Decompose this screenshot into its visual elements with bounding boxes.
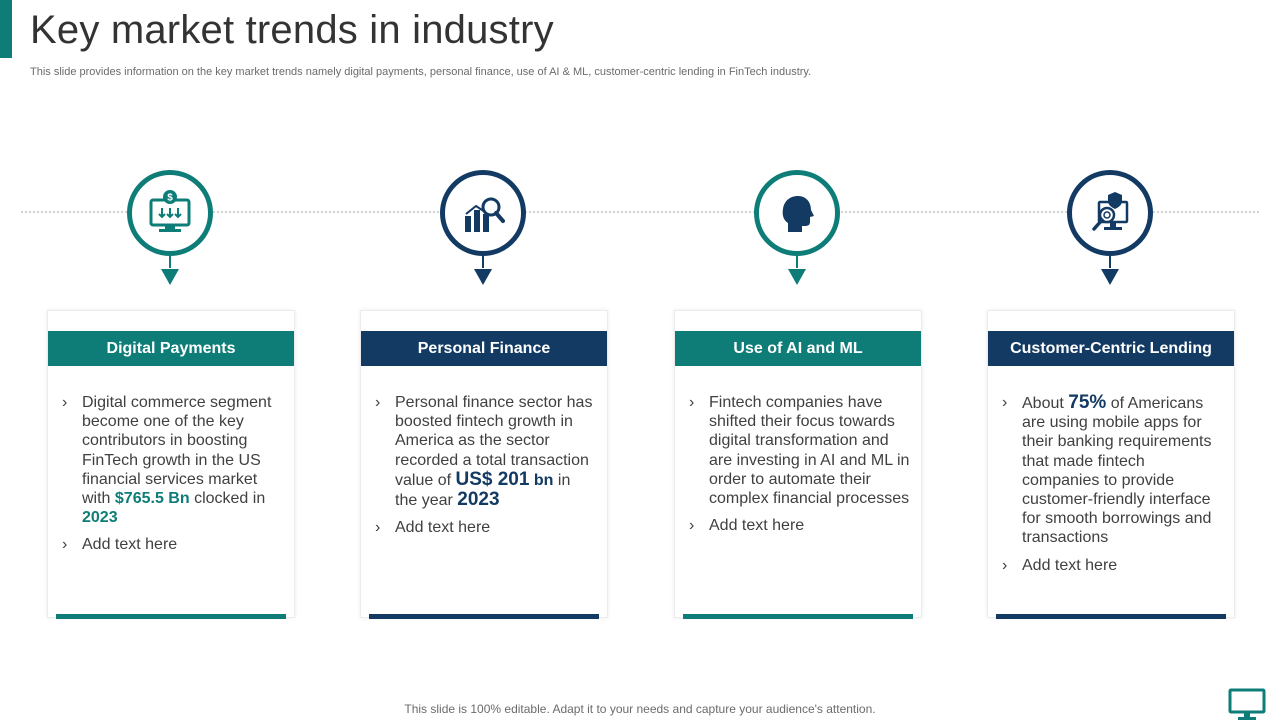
monitor-dollar-icon: $ xyxy=(149,190,191,232)
card-ai-ml: Use of AI and ML › Fintech companies hav… xyxy=(674,310,922,619)
page-subtitle: This slide provides information on the k… xyxy=(30,66,812,78)
highlight-percent: 75% xyxy=(1068,392,1107,413)
card-digital-payments: Digital Payments › Digital commerce segm… xyxy=(47,310,295,619)
marker-personal-finance xyxy=(440,170,526,285)
card-heading: Digital Payments xyxy=(48,331,294,366)
bullet-text: Add text here xyxy=(395,519,491,537)
marker-stem xyxy=(482,256,484,268)
bullet-item: › About 75% of Americans are using mobil… xyxy=(1002,393,1224,548)
page-title: Key market trends in industry xyxy=(30,8,554,52)
bullet-text: Personal finance sector has boosted fint… xyxy=(395,394,593,489)
marker-arrow xyxy=(1101,269,1119,285)
marker-digital-payments: $ xyxy=(127,170,213,285)
marker-circle: $ xyxy=(127,170,213,256)
marker-arrow xyxy=(474,269,492,285)
marker-arrow xyxy=(788,269,806,285)
shield-computer-icon xyxy=(1092,192,1129,231)
marker-stem xyxy=(169,256,171,268)
marker-circle xyxy=(754,170,840,256)
bullet-text: in the year xyxy=(395,471,571,510)
card-customer-lending: Customer-Centric Lending › About 75% of … xyxy=(987,310,1235,619)
highlight-value: US$ 201 xyxy=(455,468,530,490)
card-bottom-bar xyxy=(683,614,913,619)
marker-circle xyxy=(440,170,526,256)
title-accent-bar xyxy=(0,0,12,58)
card-heading: Use of AI and ML xyxy=(675,331,921,366)
chevron-right-icon: › xyxy=(62,394,68,411)
bullet-item: › Add text here xyxy=(375,518,597,537)
marker-ai-ml xyxy=(754,170,840,285)
chevron-right-icon: › xyxy=(62,536,68,554)
highlight-year: 2023 xyxy=(82,509,118,527)
card-heading: Personal Finance xyxy=(361,331,607,366)
highlight-year: 2023 xyxy=(457,489,500,511)
marker-arrow xyxy=(161,269,179,285)
chevron-right-icon: › xyxy=(689,517,695,535)
bullet-text: About xyxy=(1022,395,1069,412)
bullet-text: Digital commerce segment become one of t… xyxy=(82,394,272,508)
card-bullets: › About 75% of Americans are using mobil… xyxy=(1002,393,1224,583)
bullet-text: Add text here xyxy=(709,517,805,535)
marker-customer-lending xyxy=(1067,170,1153,285)
chevron-right-icon: › xyxy=(689,394,695,411)
svg-text:$: $ xyxy=(167,193,173,204)
card-bullets: › Personal finance sector has boosted fi… xyxy=(375,393,597,545)
human-head-icon xyxy=(782,196,814,232)
monitor-icon xyxy=(1228,688,1266,720)
bullet-item: › Personal finance sector has boosted fi… xyxy=(375,393,597,510)
chevron-right-icon: › xyxy=(375,519,381,537)
bullet-item: › Add text here xyxy=(689,516,911,535)
bullet-text: Add text here xyxy=(1022,556,1118,574)
bullet-item: › Add text here xyxy=(1002,556,1224,575)
card-bottom-bar xyxy=(369,614,599,619)
card-heading: Customer-Centric Lending xyxy=(988,331,1234,366)
highlight-value: $765.5 Bn xyxy=(114,490,190,508)
bullet-text: of Americans are using mobile apps for t… xyxy=(1022,395,1212,547)
bullet-item: › Add text here xyxy=(62,535,284,554)
card-bullets: › Digital commerce segment become one of… xyxy=(62,393,284,563)
chevron-right-icon: › xyxy=(1002,556,1008,574)
chevron-right-icon: › xyxy=(1002,394,1008,411)
timeline-dotted-line xyxy=(20,209,1260,215)
bullet-text: Fintech companies have shifted their foc… xyxy=(709,394,910,508)
bullet-text: Add text here xyxy=(82,536,178,554)
bullet-item: › Digital commerce segment become one of… xyxy=(62,393,284,527)
marker-circle xyxy=(1067,170,1153,256)
chart-magnifier-icon xyxy=(465,197,505,232)
bullet-item: › Fintech companies have shifted their f… xyxy=(689,393,911,508)
marker-stem xyxy=(796,256,798,268)
chevron-right-icon: › xyxy=(375,394,381,411)
card-personal-finance: Personal Finance › Personal finance sect… xyxy=(360,310,608,619)
card-bottom-bar xyxy=(996,614,1226,619)
highlight-unit: bn xyxy=(529,471,554,489)
card-bottom-bar xyxy=(56,614,286,619)
card-bullets: › Fintech companies have shifted their f… xyxy=(689,393,911,543)
footer-note: This slide is 100% editable. Adapt it to… xyxy=(404,702,876,716)
bullet-text: clocked in xyxy=(189,490,266,508)
marker-stem xyxy=(1109,256,1111,268)
